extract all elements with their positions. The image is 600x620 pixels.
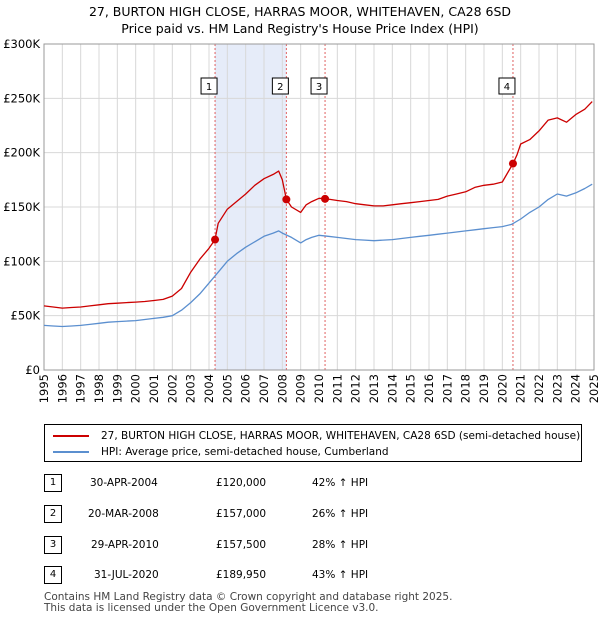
footer-copyright: Contains HM Land Registry data © Crown c… <box>44 591 453 603</box>
x-tick-label: 2015 <box>404 374 418 403</box>
legend-hpi-label: HPI: Average price, semi-detached house,… <box>101 446 389 458</box>
x-tick-label: 2023 <box>550 374 564 403</box>
transaction-date: 30-APR-2004 <box>90 477 158 489</box>
transaction-num-badge: 1 <box>44 474 62 492</box>
legend-hpi-swatch <box>53 451 89 453</box>
transaction-date: 29-APR-2010 <box>91 539 159 551</box>
transaction-price: £157,500 <box>216 539 267 551</box>
x-tick-label: 2004 <box>202 374 216 403</box>
x-tick-label: 2003 <box>184 374 198 403</box>
x-tick-label: 1999 <box>110 374 124 403</box>
y-tick-label: £200K <box>3 146 40 160</box>
x-tick-label: 1996 <box>55 374 69 403</box>
legend-hpi: HPI: Average price, semi-detached house,… <box>53 446 389 458</box>
sale-point <box>282 195 291 204</box>
legend-property-label: 27, BURTON HIGH CLOSE, HARRAS MOOR, WHIT… <box>101 430 581 442</box>
legend: 27, BURTON HIGH CLOSE, HARRAS MOOR, WHIT… <box>44 424 582 462</box>
y-tick-label: £250K <box>3 91 40 105</box>
y-tick-label: £0 <box>25 363 40 377</box>
y-tick-label: £150K <box>3 200 40 214</box>
x-tick-label: 2024 <box>569 374 583 403</box>
x-tick-label: 1997 <box>74 374 88 403</box>
transaction-date: 20-MAR-2008 <box>88 508 159 520</box>
sale-point <box>508 159 517 168</box>
transaction-price: £157,000 <box>216 508 267 520</box>
transaction-num-badge: 2 <box>44 505 62 523</box>
x-tick-label: 2000 <box>129 374 143 403</box>
x-tick-label: 1995 <box>37 374 51 403</box>
x-tick-label: 2019 <box>477 374 491 403</box>
x-tick-label: 2021 <box>514 374 528 403</box>
transaction-hpi-delta: 43% ↑ HPI <box>312 569 369 581</box>
transaction-num-badge: 3 <box>44 536 62 554</box>
sale-number-box <box>498 77 516 95</box>
footer-licence: This data is licensed under the Open Gov… <box>44 602 379 614</box>
y-tick-label: £300K <box>3 37 40 51</box>
sale-number-label: 2 <box>277 82 283 93</box>
hpi-line <box>43 183 593 328</box>
x-tick-label: 2017 <box>440 374 454 403</box>
x-tick-label: 2020 <box>495 374 509 403</box>
transaction-hpi-delta: 28% ↑ HPI <box>312 539 369 551</box>
x-tick-label: 1998 <box>92 374 106 403</box>
sale-number-box <box>310 77 328 95</box>
chart-title: 27, BURTON HIGH CLOSE, HARRAS MOOR, WHIT… <box>88 4 512 19</box>
sale-number-box <box>271 77 289 95</box>
legend-property-swatch <box>53 435 89 437</box>
y-tick-label: £50K <box>11 309 41 323</box>
plot-frame <box>43 43 595 371</box>
sale-point <box>211 235 220 244</box>
sale-number-label: 1 <box>206 82 212 93</box>
x-tick-label: 2011 <box>330 374 344 403</box>
x-tick-label: 2001 <box>147 374 161 403</box>
transaction-price: £189,950 <box>216 569 267 581</box>
x-tick-label: 2014 <box>385 374 399 403</box>
x-tick-label: 2005 <box>220 374 234 403</box>
transaction-num-badge: 4 <box>44 566 62 584</box>
chart-subtitle: Price paid vs. HM Land Registry's House … <box>121 21 479 36</box>
x-tick-label: 2022 <box>532 374 546 403</box>
sale-point <box>321 194 330 203</box>
x-tick-label: 2010 <box>312 374 326 403</box>
x-tick-label: 2008 <box>275 374 289 403</box>
x-tick-label: 2006 <box>239 374 253 403</box>
x-tick-label: 2002 <box>165 374 179 403</box>
price-chart: £0 £50K £100K £150K £200K £250K £300K 1995 1996 1… <box>3 37 600 403</box>
sale-number-box <box>200 77 218 95</box>
x-tick-label: 2007 <box>257 374 271 403</box>
x-tick-label: 2009 <box>294 374 308 403</box>
transaction-date: 31-JUL-2020 <box>94 569 159 581</box>
x-tick-label: 2012 <box>349 374 363 403</box>
legend-property: 27, BURTON HIGH CLOSE, HARRAS MOOR, WHIT… <box>53 430 580 442</box>
y-tick-label: £100K <box>3 254 40 268</box>
x-tick-label: 2013 <box>367 374 381 403</box>
transaction-hpi-delta: 26% ↑ HPI <box>312 508 369 520</box>
x-tick-label: 2016 <box>422 374 436 403</box>
x-tick-label: 2018 <box>459 374 473 403</box>
sale-number-label: 4 <box>504 82 510 93</box>
transaction-hpi-delta: 42% ↑ HPI <box>312 477 369 489</box>
sale-number-label: 3 <box>316 82 322 93</box>
x-tick-label: 2025 <box>587 374 600 403</box>
transaction-price: £120,000 <box>216 477 267 489</box>
property-price-line <box>43 101 593 309</box>
